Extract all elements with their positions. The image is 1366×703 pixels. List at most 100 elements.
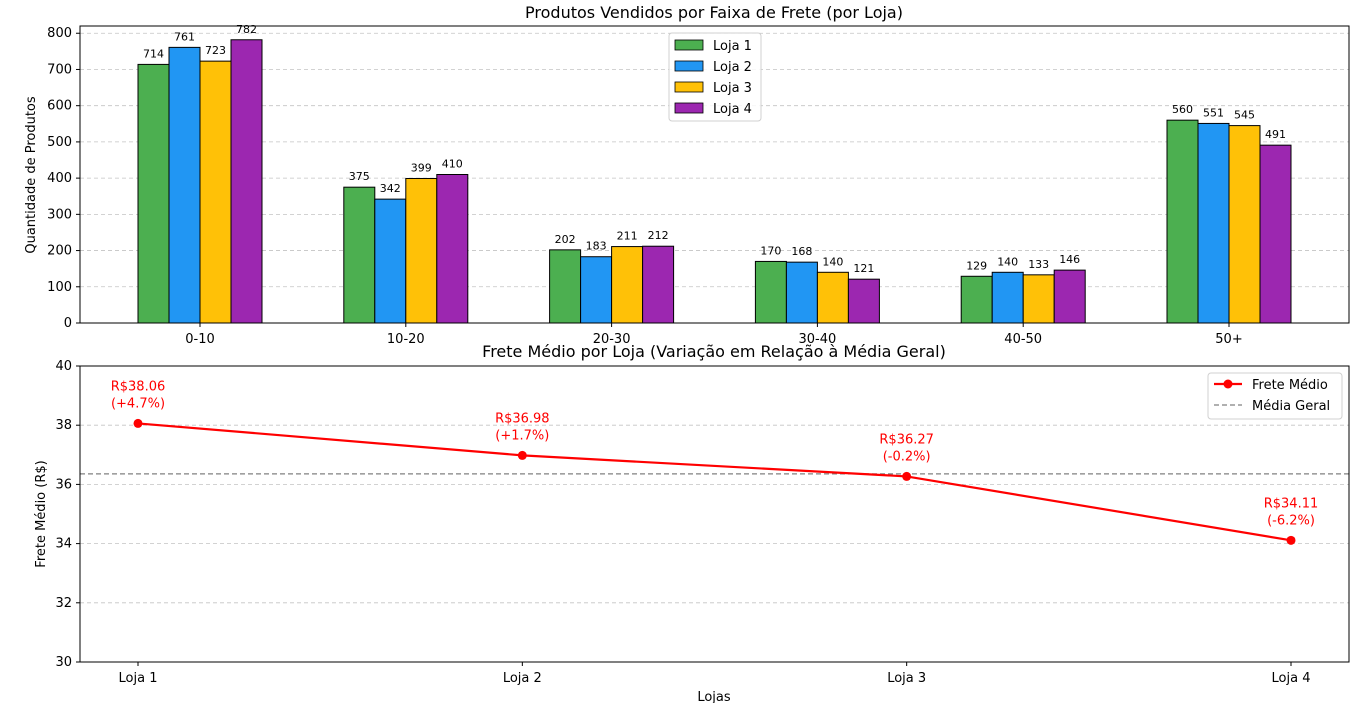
- bar-value-label: 168: [791, 245, 812, 258]
- bar-value-label: 491: [1265, 128, 1286, 141]
- bar-value-label: 212: [648, 229, 669, 242]
- bar: [960, 275, 993, 324]
- bar-value-label: 202: [555, 233, 576, 246]
- bar-chart-grid: [80, 32, 1349, 324]
- annotation-pct: (-0.2%): [883, 449, 931, 464]
- bar: [816, 271, 849, 324]
- bar: [1228, 125, 1261, 324]
- line-chart-annotations: R$38.06 (+4.7%) R$36.98 (+1.7%) R$36.27 (-0.2…: [111, 379, 1319, 528]
- line-chart-ytick-label: 40: [55, 359, 72, 374]
- bar-value-label: 560: [1172, 103, 1193, 116]
- bar-chart-legend-box: [668, 32, 762, 122]
- line-chart-frame: [79, 365, 1350, 663]
- bar-chart-ytick-label: 200: [47, 244, 72, 259]
- legend-marker: [1223, 379, 1233, 389]
- bar-value-label: 410: [442, 158, 463, 171]
- annotation-pct: (+4.7%): [111, 396, 165, 411]
- bar: [343, 186, 376, 324]
- line-chart-xticks: Loja 1 Loja 2 Loja 3 Loja 4: [119, 662, 1310, 686]
- data-point: [133, 418, 143, 428]
- legend-swatch: [674, 39, 704, 51]
- legend-swatch: [674, 60, 704, 72]
- bar-chart-ytick-label: 600: [47, 99, 72, 114]
- line-chart-xtick-label: Loja 3: [887, 671, 926, 686]
- line-chart-xtick-label: Loja 1: [119, 671, 158, 686]
- bar-value-label: 133: [1028, 258, 1049, 271]
- bar-value-label: 211: [617, 230, 638, 243]
- bar: [549, 249, 582, 324]
- bar-value-label: 140: [822, 255, 843, 268]
- bar-chart-xtick-label: 0-10: [185, 332, 215, 347]
- bar-value-label: 761: [174, 30, 195, 43]
- bar: [137, 63, 170, 324]
- bar-chart-ytick-label: 700: [47, 62, 72, 77]
- bar-chart-xticks: 0-10 10-20 20-30 30-40 40-50 50+: [185, 323, 1243, 347]
- bar-chart-xtick-label: 20-30: [593, 332, 631, 347]
- bar-chart-ytick-label: 100: [47, 280, 72, 295]
- legend-label: Loja 3: [713, 81, 752, 96]
- data-point: [902, 471, 912, 481]
- bar-value-label: 183: [586, 240, 607, 253]
- bar-chart-xtick-label: 30-40: [799, 332, 837, 347]
- bar: [991, 271, 1024, 324]
- legend-label: Loja 1: [713, 39, 752, 54]
- line-chart-xlabel: Lojas: [697, 690, 731, 703]
- bar: [754, 260, 787, 324]
- line-chart-ylabel: Frete Médio (R$): [34, 460, 49, 567]
- annotation-value: R$36.98: [495, 411, 550, 426]
- line-chart-series: [133, 418, 1296, 545]
- legend-label: Frete Médio: [1252, 378, 1328, 393]
- line-chart-yticks: 30 32 34 36 38 40: [55, 359, 80, 670]
- line-chart-xtick-label: Loja 2: [503, 671, 542, 686]
- legend-label: Média Geral: [1252, 399, 1330, 414]
- bar: [374, 198, 407, 324]
- legend-swatch: [674, 102, 704, 114]
- bar: [436, 174, 469, 324]
- bar-chart-xtick-label: 40-50: [1004, 332, 1042, 347]
- line-chart: Frete Médio por Loja (Variação em Relaçã…: [34, 342, 1350, 703]
- bar-value-label: 545: [1234, 109, 1255, 122]
- line-chart-ytick-label: 36: [55, 477, 72, 492]
- bar: [1197, 122, 1230, 324]
- line-chart-ytick-label: 38: [55, 418, 72, 433]
- bar: [405, 177, 438, 324]
- bar-value-label: 399: [411, 161, 432, 174]
- bar-value-label: 129: [966, 259, 987, 272]
- line-chart-grid: [80, 424, 1349, 604]
- bar-chart-ytick-label: 500: [47, 135, 72, 150]
- bar: [847, 278, 880, 324]
- bar: [168, 46, 201, 324]
- bar: [230, 39, 263, 324]
- bar-value-label: 551: [1203, 106, 1224, 119]
- bar-chart: Produtos Vendidos por Faixa de Frete (po…: [24, 3, 1350, 347]
- bar: [199, 60, 232, 324]
- bar-chart-yticks: 0 100 200 300 400 500 600 700 800: [47, 26, 80, 331]
- bar-chart-bars: 714 761 723 782 375 342 399 410 202 183 211 212 170 1…: [137, 23, 1292, 324]
- bar: [1166, 119, 1199, 324]
- line-chart-ytick-label: 32: [55, 596, 72, 611]
- bar-value-label: 140: [997, 255, 1018, 268]
- bar-chart-title: Produtos Vendidos por Faixa de Frete (po…: [525, 3, 903, 22]
- bar-value-label: 342: [380, 182, 401, 195]
- bar: [1053, 269, 1086, 324]
- bar: [1022, 274, 1055, 324]
- bar-chart-ytick-label: 400: [47, 171, 72, 186]
- bar: [580, 256, 613, 324]
- data-point: [517, 450, 527, 460]
- bar-chart-ytick-label: 300: [47, 207, 72, 222]
- annotation-value: R$36.27: [879, 432, 934, 447]
- bar-value-label: 146: [1059, 253, 1080, 266]
- series-line: [137, 422, 1292, 542]
- legend-label: Loja 2: [713, 60, 752, 75]
- annotation-pct: (+1.7%): [495, 428, 549, 443]
- bar: [1259, 144, 1292, 324]
- legend-swatch: [674, 81, 704, 93]
- annotation-value: R$34.11: [1264, 496, 1319, 511]
- annotation-pct: (-6.2%): [1267, 513, 1315, 528]
- bar-chart-xtick-label: 10-20: [387, 332, 425, 347]
- bar: [611, 246, 644, 324]
- bar-value-label: 375: [349, 170, 370, 183]
- annotation-value: R$38.06: [111, 379, 166, 394]
- bar: [642, 245, 675, 324]
